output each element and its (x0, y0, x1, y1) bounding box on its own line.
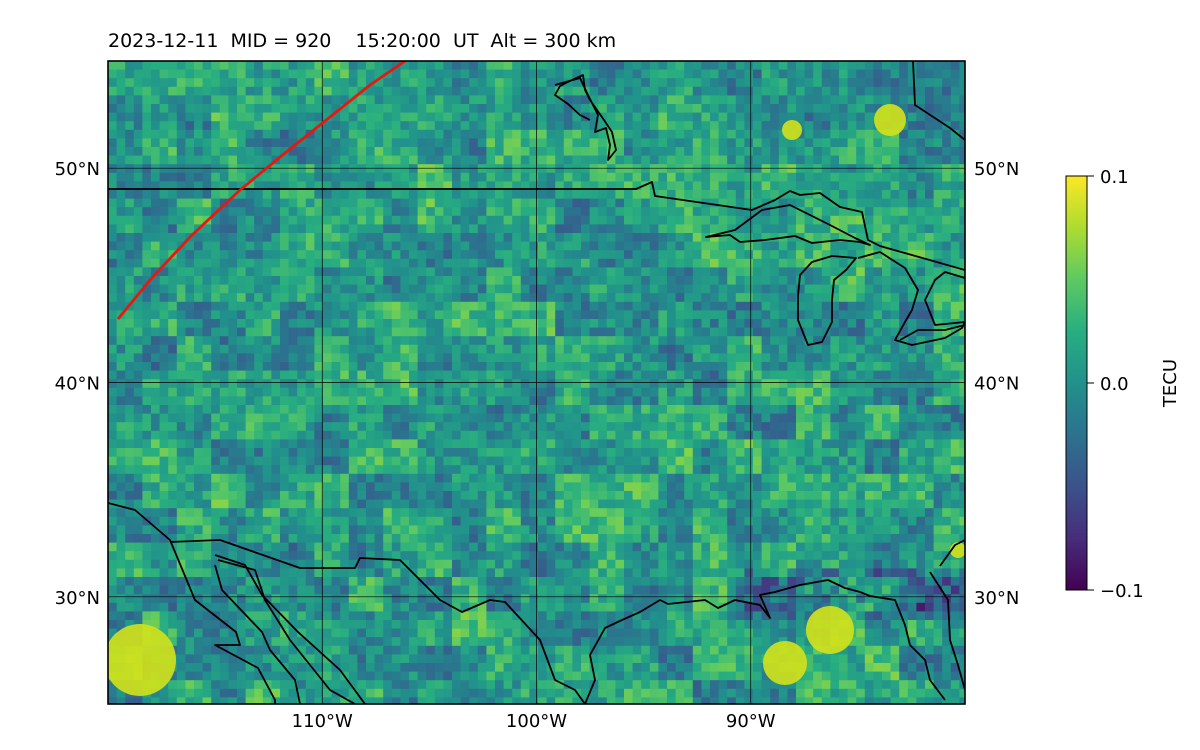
lon-tick-label: 100°W (506, 711, 567, 732)
satellite-track (116, 61, 406, 320)
lon-tick-label: 90°W (726, 711, 776, 732)
map-frame (107, 60, 966, 705)
lat-tick-label-left: 40°N (55, 374, 100, 395)
quebec-coast (912, 61, 965, 141)
lat-tick-label-right: 40°N (974, 374, 1019, 395)
gulf-of-california (217, 559, 356, 704)
us-gulf-coast (584, 579, 946, 704)
lake-superior (705, 204, 871, 246)
baja-california (108, 502, 276, 704)
lon-tick-label: 110°W (292, 711, 353, 732)
colorbar-tick-label: 0.0 (1100, 374, 1129, 395)
lat-tick-label-right: 30°N (974, 588, 1019, 609)
colorbar: 0.1 0.0 −0.1 TECU (1065, 167, 1181, 602)
lat-tick-label-left: 30°N (55, 588, 100, 609)
coastlines (108, 61, 965, 704)
figure-title: 2023-12-11 MID = 920 15:20:00 UT Alt = 3… (108, 30, 617, 52)
baja-peninsula (214, 564, 301, 704)
lake-michigan (797, 255, 857, 346)
florida-west (939, 539, 965, 567)
colorbar-ticks: 0.1 0.0 −0.1 (1087, 167, 1144, 602)
colorbar-label: TECU (1160, 359, 1181, 408)
baja-inner (214, 554, 366, 704)
colorbar-gradient (1065, 175, 1088, 591)
tec-field (108, 61, 965, 704)
colorbar-tick-label: −0.1 (1100, 581, 1144, 602)
axis-ticks: 110°W 100°W 90°W 30°N 30°N 40°N 40°N 50°N 50°N (55, 159, 1020, 732)
colorbar-tick-label: 0.1 (1100, 167, 1129, 188)
lat-tick-label-left: 50°N (55, 159, 100, 180)
us-canada-border (108, 181, 965, 271)
lake-huron (857, 251, 965, 346)
hudson-bay-coast (554, 74, 617, 161)
lake-erie (899, 324, 965, 341)
florida-peninsula (929, 571, 965, 691)
graticule (108, 61, 965, 704)
lat-tick-label-right: 50°N (974, 159, 1019, 180)
mexico-mainland (169, 539, 586, 704)
